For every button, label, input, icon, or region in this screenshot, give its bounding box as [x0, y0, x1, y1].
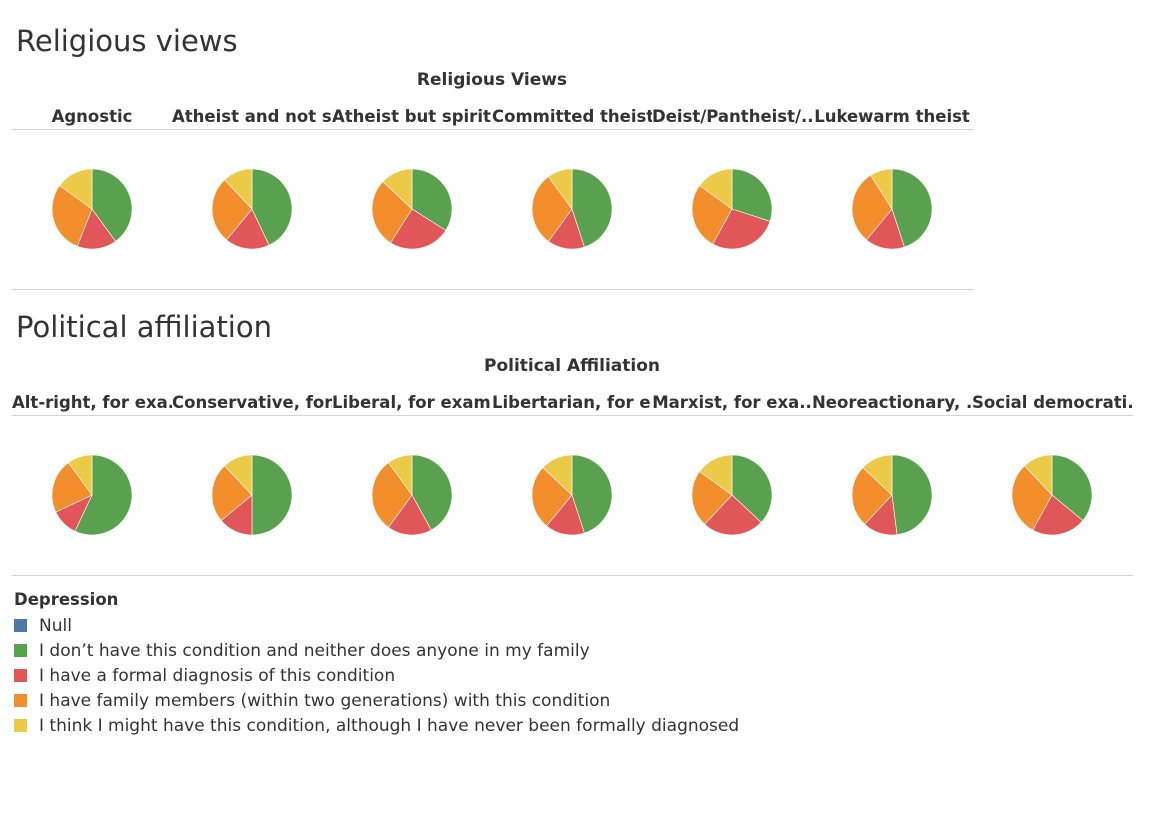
pie-slice-none[interactable]	[91, 168, 133, 242]
pie-slice-family[interactable]	[51, 462, 93, 513]
pie-slice-family[interactable]	[531, 176, 573, 242]
pie-slice-might[interactable]	[224, 454, 253, 496]
depression-legend: Depression Null I don’t have this conditi…	[14, 590, 739, 738]
pie-slice-formal[interactable]	[390, 208, 447, 250]
religious-column-label: Deist/Pantheist/..	[652, 107, 812, 126]
religious-column-label: Agnostic	[51, 107, 133, 126]
political-column-label: Social democrati..	[972, 393, 1132, 412]
pie-chart[interactable]	[691, 454, 773, 536]
pie-slice-family[interactable]	[691, 471, 733, 525]
pie-slice-might[interactable]	[68, 454, 93, 496]
pie-slice-might[interactable]	[699, 454, 733, 496]
pie-slice-family[interactable]	[211, 179, 253, 241]
pie-slice-family[interactable]	[691, 185, 733, 245]
pie-chart[interactable]	[211, 168, 293, 250]
pie-slice-family[interactable]	[851, 467, 893, 525]
pie-chart[interactable]	[531, 454, 613, 536]
pie-chart[interactable]	[691, 168, 773, 250]
pie-slice-might[interactable]	[699, 168, 733, 210]
pie-slice-formal[interactable]	[1032, 494, 1084, 536]
pie-slice-family[interactable]	[531, 467, 573, 527]
pie-slice-might[interactable]	[1024, 454, 1053, 496]
pie-slice-none[interactable]	[251, 168, 293, 246]
political-column-label: Conservative, for..	[172, 393, 332, 412]
pie-chart[interactable]	[51, 168, 133, 250]
religious-column-label: Committed theist	[492, 107, 652, 126]
pie-slice-family[interactable]	[51, 185, 93, 247]
pie-slice-might[interactable]	[542, 454, 573, 496]
political-header-divider	[12, 415, 1133, 416]
political-affiliation-header: Political Affiliation	[483, 356, 661, 376]
legend-label: I don’t have this condition and neither …	[39, 640, 590, 661]
legend-title: Depression	[14, 590, 119, 609]
legend-label: I think I might have this condition, alt…	[39, 715, 740, 736]
religious-views-header: Religious Views	[416, 70, 568, 90]
political-column-label: Libertarian, for e..	[492, 393, 652, 412]
section-divider	[12, 289, 973, 290]
legend-swatch	[14, 669, 27, 682]
pie-slice-family[interactable]	[371, 462, 413, 528]
pie-chart[interactable]	[371, 454, 453, 536]
religious-column-label: Lukewarm theist	[814, 107, 970, 126]
political-column-label: Marxist, for exa..	[652, 393, 812, 412]
pie-slice-none[interactable]	[731, 168, 773, 222]
religious-pie-row	[51, 168, 933, 250]
pie-chart[interactable]	[851, 454, 933, 536]
pie-slice-none[interactable]	[571, 454, 613, 534]
legend-swatch	[14, 694, 27, 707]
legend-item[interactable]: I have a formal diagnosis of this condit…	[14, 663, 739, 688]
pie-chart[interactable]	[371, 168, 453, 250]
religious-views-title: Religious views	[16, 24, 238, 58]
legend-item[interactable]: I think I might have this condition, alt…	[14, 713, 739, 738]
legend-label: I have a formal diagnosis of this condit…	[39, 665, 396, 686]
religious-header-divider	[12, 129, 973, 130]
pie-chart[interactable]	[851, 168, 933, 250]
pie-slice-none[interactable]	[891, 454, 933, 536]
pie-chart[interactable]	[1011, 454, 1093, 536]
political-pie-row	[51, 454, 1093, 536]
legend-swatch	[14, 619, 27, 632]
legend-divider	[12, 575, 1133, 576]
pie-slice-none[interactable]	[571, 168, 613, 248]
pie-slice-none[interactable]	[74, 454, 133, 536]
pie-slice-none[interactable]	[1051, 454, 1093, 521]
political-column-label: Liberal, for exam..	[332, 393, 492, 412]
political-affiliation-title: Political affiliation	[16, 310, 272, 344]
legend-label: I have family members (within two genera…	[39, 690, 611, 711]
pie-slice-might[interactable]	[870, 168, 893, 211]
religious-column-label: Atheist and not s..	[172, 107, 332, 126]
pie-slice-formal[interactable]	[712, 208, 771, 250]
pie-slice-family[interactable]	[211, 465, 253, 521]
pie-slice-formal[interactable]	[704, 494, 762, 536]
pie-slice-formal[interactable]	[226, 208, 270, 250]
political-column-label: Neoreactionary, ..	[812, 393, 972, 412]
pie-chart[interactable]	[51, 454, 133, 536]
pie-slice-none[interactable]	[891, 168, 933, 248]
pie-slice-might[interactable]	[548, 168, 573, 210]
legend-item[interactable]: I don’t have this condition and neither …	[14, 638, 739, 663]
pie-chart[interactable]	[211, 454, 293, 536]
pie-slice-none[interactable]	[411, 454, 453, 531]
legend-item[interactable]: Null	[14, 613, 739, 638]
pie-slice-might[interactable]	[382, 168, 413, 210]
pie-slice-formal[interactable]	[388, 494, 432, 536]
pie-slice-might[interactable]	[59, 168, 93, 210]
pie-slice-family[interactable]	[851, 174, 893, 241]
pie-chart[interactable]	[531, 168, 613, 250]
pie-slice-family[interactable]	[371, 181, 413, 244]
pie-slice-might[interactable]	[388, 454, 413, 496]
political-column-label: Alt-right, for exa..	[12, 393, 172, 412]
legend-item[interactable]: I have family members (within two genera…	[14, 688, 739, 713]
legend-swatch	[14, 719, 27, 732]
pie-slice-none[interactable]	[251, 454, 293, 536]
legend-label: Null	[39, 615, 72, 636]
religious-column-label: Atheist but spirit..	[332, 107, 492, 126]
legend-swatch	[14, 644, 27, 657]
pie-slice-family[interactable]	[1011, 465, 1053, 531]
pie-slice-might[interactable]	[862, 454, 893, 496]
pie-slice-might[interactable]	[224, 168, 253, 210]
pie-slice-none[interactable]	[731, 454, 773, 523]
